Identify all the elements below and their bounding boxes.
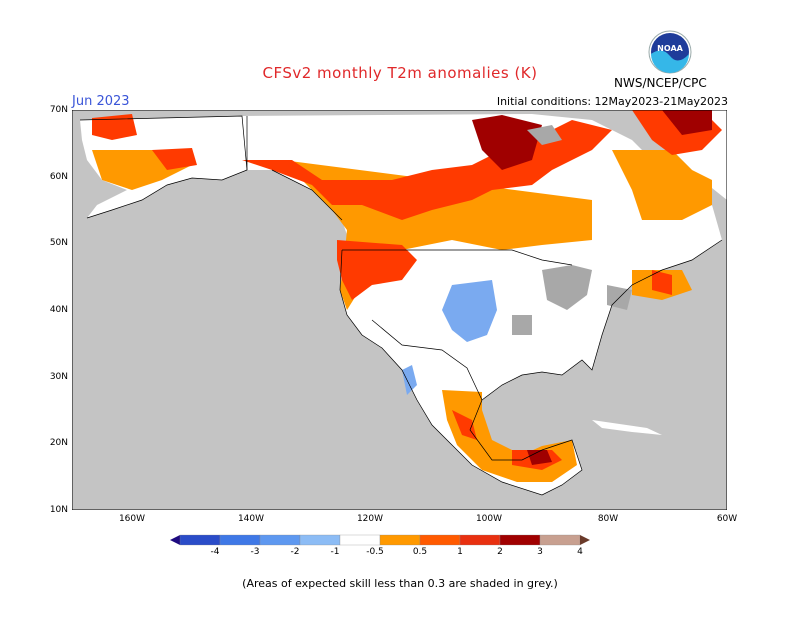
colorbar-label: 2 (497, 547, 503, 557)
colorbar-cell (539, 534, 581, 546)
initial-conditions: Initial conditions: 12May2023-21May2023 (496, 95, 728, 108)
anomaly-blue (402, 280, 497, 395)
agency-label: NWS/NCEP/CPC (614, 76, 707, 90)
colorbar-cell (379, 534, 421, 546)
colorbar-label: 4 (577, 547, 583, 557)
lat-label: 20N (49, 438, 68, 448)
map-title: CFSv2 monthly T2m anomalies (K) (262, 64, 538, 82)
forecast-month: Jun 2023 (72, 94, 130, 109)
lat-label: 40N (49, 305, 68, 315)
lat-label: 70N (49, 105, 68, 115)
colorbar-cell (259, 534, 301, 546)
colorbar-label: 3 (537, 547, 543, 557)
colorbar-cell (299, 534, 341, 546)
lon-label: 100W (475, 514, 503, 524)
lon-label: 120W (356, 514, 384, 524)
colorbar-label: 1 (457, 547, 463, 557)
colorbar-label: -1 (330, 547, 340, 557)
colorbar-cell (219, 534, 261, 546)
svg-text:NOAA: NOAA (657, 44, 683, 53)
lat-label: 60N (49, 172, 68, 182)
lon-label: 80W (597, 514, 619, 524)
colorbar-label: -0.5 (366, 547, 384, 557)
colorbar-cell (459, 534, 501, 546)
noaa-logo: NOAA (648, 30, 692, 74)
anomaly-dark-red (472, 110, 712, 465)
colorbar (170, 534, 590, 546)
skill-footnote: (Areas of expected skill less than 0.3 a… (242, 577, 558, 590)
colorbar-label: -4 (210, 547, 220, 557)
lon-label: 60W (716, 514, 738, 524)
colorbar-label: 0.5 (412, 547, 428, 557)
colorbar-cell (339, 534, 381, 546)
lat-label: 10N (49, 505, 68, 515)
colorbar-cell (499, 534, 541, 546)
colorbar-cell (179, 534, 221, 546)
lat-label: 50N (49, 238, 68, 248)
lat-label: 30N (49, 372, 68, 382)
lon-label: 140W (237, 514, 265, 524)
colorbar-label: -2 (290, 547, 300, 557)
colorbar-arrow-left (170, 535, 180, 545)
colorbar-label: -3 (250, 547, 260, 557)
low-skill-grey (512, 125, 632, 335)
lon-label: 160W (118, 514, 146, 524)
anomaly-map (72, 110, 727, 510)
colorbar-cell (419, 534, 461, 546)
political-boundaries (79, 115, 723, 496)
colorbar-arrow-right (580, 535, 590, 545)
